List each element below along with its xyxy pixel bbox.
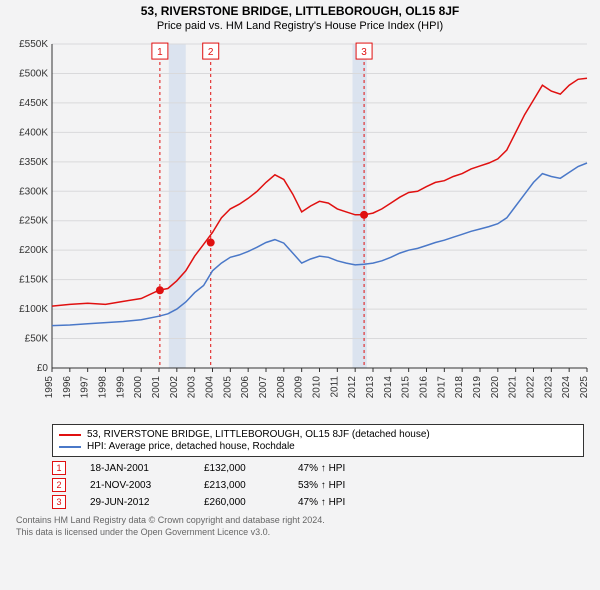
footnote-line-2: This data is licensed under the Open Gov… [16,527,584,539]
sale-row: 2 21-NOV-2003 £213,000 53% ↑ HPI [52,478,584,492]
svg-text:2000: 2000 [133,376,144,399]
svg-text:2017: 2017 [436,376,447,399]
svg-text:2016: 2016 [418,376,429,399]
svg-text:£450K: £450K [19,98,48,109]
legend-swatch [59,446,81,448]
chart-container: 53, RIVERSTONE BRIDGE, LITTLEBOROUGH, OL… [0,0,600,590]
sale-marker: 2 [52,478,66,492]
svg-text:2022: 2022 [525,376,536,399]
sale-hpi-pct: 47% ↑ HPI [298,463,378,474]
svg-text:2024: 2024 [561,376,572,399]
sale-hpi-pct: 53% ↑ HPI [298,480,378,491]
svg-text:2010: 2010 [311,376,322,399]
svg-text:2020: 2020 [489,376,500,399]
sale-row: 3 29-JUN-2012 £260,000 47% ↑ HPI [52,495,584,509]
sale-date: 21-NOV-2003 [90,480,180,491]
svg-text:£100K: £100K [19,304,48,315]
sale-price: £132,000 [204,463,274,474]
sale-price: £260,000 [204,497,274,508]
sales-table: 1 18-JAN-2001 £132,000 47% ↑ HPI 2 21-NOV-200… [52,461,584,509]
svg-text:£0: £0 [36,363,48,374]
svg-text:2018: 2018 [454,376,465,399]
svg-text:2019: 2019 [472,376,483,399]
svg-text:1999: 1999 [115,376,126,399]
svg-text:2021: 2021 [507,376,518,399]
sale-date: 18-JAN-2001 [90,463,180,474]
svg-text:£400K: £400K [19,127,48,138]
svg-text:3: 3 [361,47,367,58]
legend-swatch [59,434,81,436]
line-chart-svg: £0 £50K £100K £150K £200K £250K £300K £350K £400… [8,38,593,418]
sale-marker: 3 [52,495,66,509]
footnote: Contains HM Land Registry data © Crown c… [16,515,584,538]
legend: 53, RIVERSTONE BRIDGE, LITTLEBOROUGH, OL… [52,424,584,457]
svg-text:1: 1 [157,47,163,58]
svg-text:2: 2 [207,47,213,58]
legend-row: HPI: Average price, detached house, Roch… [59,441,577,452]
svg-text:2008: 2008 [275,376,286,399]
chart-subtitle: Price paid vs. HM Land Registry's House … [4,20,596,32]
svg-text:2003: 2003 [186,376,197,399]
svg-text:2001: 2001 [151,376,162,399]
chart-title: 53, RIVERSTONE BRIDGE, LITTLEBOROUGH, OL… [4,4,596,18]
legend-label: 53, RIVERSTONE BRIDGE, LITTLEBOROUGH, OL… [87,429,430,440]
svg-text:2012: 2012 [347,376,358,399]
svg-text:2013: 2013 [365,376,376,399]
sale-row: 1 18-JAN-2001 £132,000 47% ↑ HPI [52,461,584,475]
svg-text:2009: 2009 [293,376,304,399]
svg-text:2011: 2011 [329,376,340,398]
footnote-line-1: Contains HM Land Registry data © Crown c… [16,515,584,527]
svg-text:2023: 2023 [543,376,554,399]
svg-text:£50K: £50K [24,334,48,345]
svg-text:1995: 1995 [44,376,55,399]
svg-text:1996: 1996 [61,376,72,399]
sale-marker: 1 [52,461,66,475]
svg-text:2006: 2006 [240,376,251,399]
svg-text:£350K: £350K [19,157,48,168]
sale-date: 29-JUN-2012 [90,497,180,508]
svg-text:£550K: £550K [19,39,48,50]
svg-text:£150K: £150K [19,275,48,286]
title-block: 53, RIVERSTONE BRIDGE, LITTLEBOROUGH, OL… [4,4,596,32]
svg-text:2004: 2004 [204,376,215,399]
legend-row: 53, RIVERSTONE BRIDGE, LITTLEBOROUGH, OL… [59,429,577,440]
svg-text:2025: 2025 [579,376,590,399]
sale-hpi-pct: 47% ↑ HPI [298,497,378,508]
chart-area: £0 £50K £100K £150K £200K £250K £300K £350K £400… [8,38,593,418]
svg-text:£300K: £300K [19,186,48,197]
svg-text:1998: 1998 [97,376,108,399]
svg-text:1997: 1997 [79,376,90,399]
svg-text:£250K: £250K [19,216,48,227]
svg-text:2007: 2007 [258,376,269,399]
svg-text:2014: 2014 [382,376,393,399]
legend-label: HPI: Average price, detached house, Roch… [87,441,295,452]
sale-price: £213,000 [204,480,274,491]
svg-text:£200K: £200K [19,245,48,256]
svg-text:£500K: £500K [19,68,48,79]
svg-text:2005: 2005 [222,376,233,399]
svg-text:2002: 2002 [168,376,179,399]
svg-text:2015: 2015 [400,376,411,399]
